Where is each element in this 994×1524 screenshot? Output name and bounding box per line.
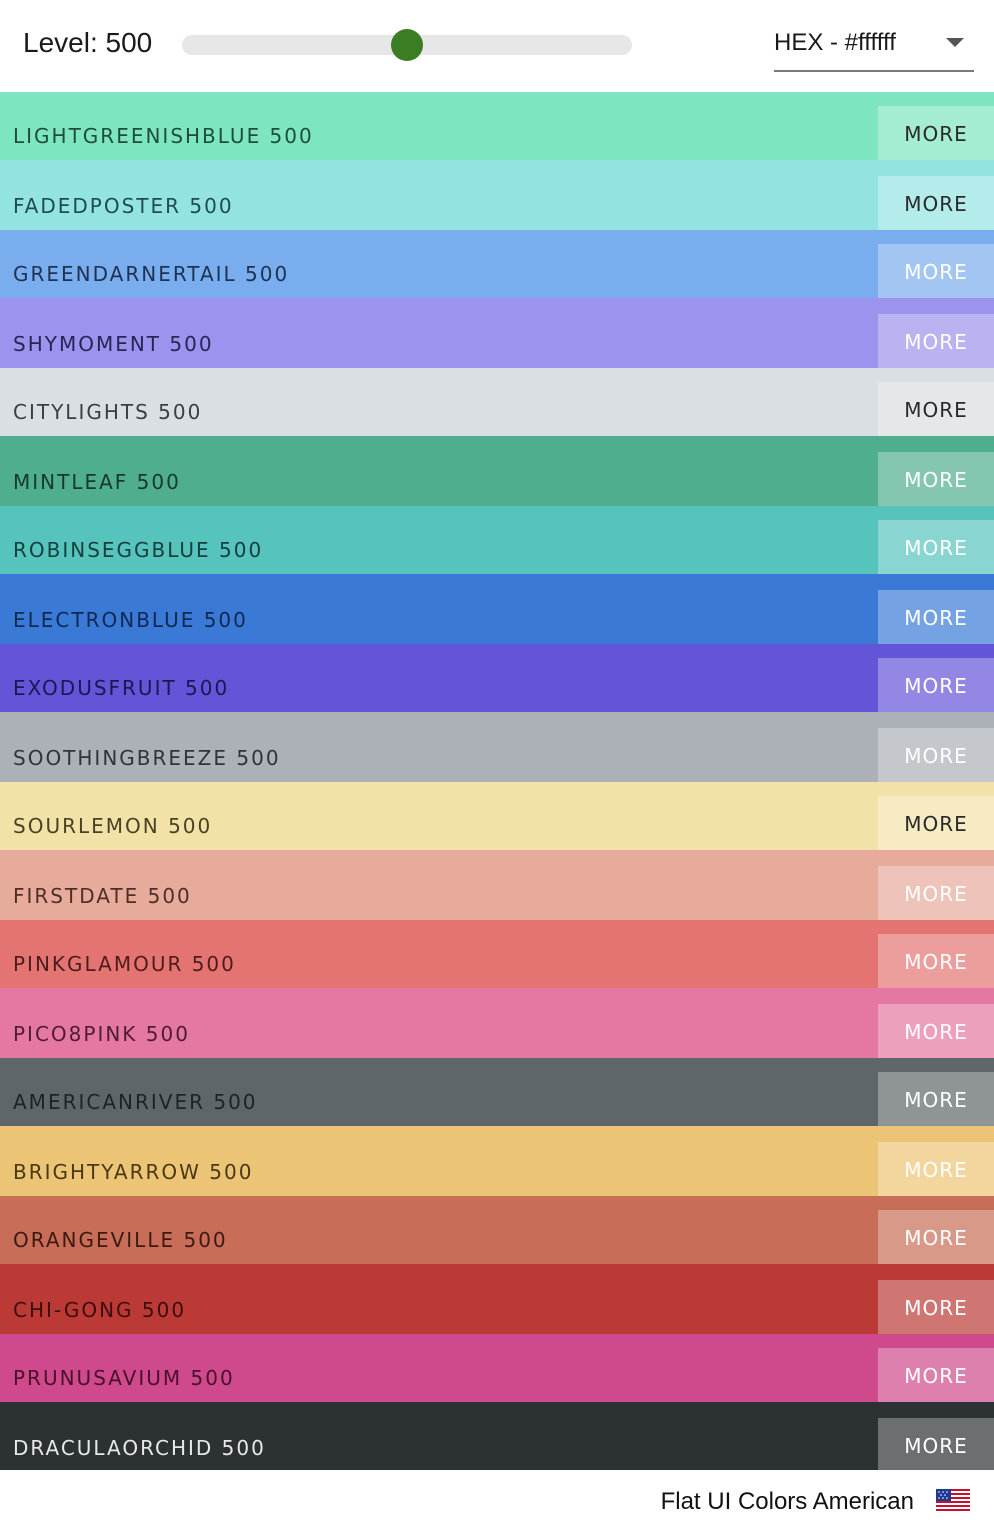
color-name: CHI-GONG 500 — [13, 1298, 187, 1322]
more-button[interactable]: MORE — [878, 1348, 994, 1402]
color-name: BRIGHTYARROW 500 — [13, 1160, 254, 1184]
color-row[interactable]: PINKGLAMOUR 500 MORE — [0, 920, 994, 988]
color-name: SOURLEMON 500 — [13, 814, 213, 838]
more-button[interactable]: MORE — [878, 244, 994, 298]
more-button[interactable]: MORE — [878, 452, 994, 506]
color-row[interactable]: PICO8PINK 500 MORE — [0, 988, 994, 1058]
color-name: EXODUSFRUIT 500 — [13, 676, 230, 700]
color-row[interactable]: CHI-GONG 500 MORE — [0, 1264, 994, 1334]
chevron-down-icon — [946, 38, 964, 47]
color-row[interactable]: ROBINSEGGBLUE 500 MORE — [0, 506, 994, 574]
color-row[interactable]: GREENDARNERTAIL 500 MORE — [0, 230, 994, 298]
color-name: ORANGEVILLE 500 — [13, 1228, 228, 1252]
footer: Flat UI Colors American — [0, 1470, 994, 1524]
palette-name[interactable]: Flat UI Colors American — [660, 1488, 914, 1515]
color-row[interactable]: EXODUSFRUIT 500 MORE — [0, 644, 994, 712]
color-row[interactable]: BRIGHTYARROW 500 MORE — [0, 1126, 994, 1196]
color-row[interactable]: SOURLEMON 500 MORE — [0, 782, 994, 850]
color-format-select[interactable]: HEX - #ffffff — [774, 20, 974, 72]
more-button[interactable]: MORE — [878, 866, 994, 920]
color-row[interactable]: FIRSTDATE 500 MORE — [0, 850, 994, 920]
color-name: CITYLIGHTS 500 — [13, 400, 203, 424]
toolbar: Level: 500 HEX - #ffffff — [0, 0, 994, 92]
color-row[interactable]: CITYLIGHTS 500 MORE — [0, 368, 994, 436]
color-row[interactable]: FADEDPOSTER 500 MORE — [0, 160, 994, 230]
color-row[interactable]: SHYMOMENT 500 MORE — [0, 298, 994, 368]
color-name: PICO8PINK 500 — [13, 1022, 190, 1046]
color-name: GREENDARNERTAIL 500 — [13, 262, 290, 286]
more-button[interactable]: MORE — [878, 1072, 994, 1126]
more-button[interactable]: MORE — [878, 106, 994, 160]
color-row[interactable]: ELECTRONBLUE 500 MORE — [0, 574, 994, 644]
color-name: PRUNUSAVIUM 500 — [13, 1366, 235, 1390]
color-format-value: HEX - #ffffff — [774, 29, 896, 56]
more-button[interactable]: MORE — [878, 314, 994, 368]
color-name: SHYMOMENT 500 — [13, 332, 214, 356]
more-button[interactable]: MORE — [878, 1004, 994, 1058]
color-name: ELECTRONBLUE 500 — [13, 608, 248, 632]
color-name: LIGHTGREENISHBLUE 500 — [13, 124, 314, 148]
more-button[interactable]: MORE — [878, 1210, 994, 1264]
color-row[interactable]: PRUNUSAVIUM 500 MORE — [0, 1334, 994, 1402]
color-row[interactable]: AMERICANRIVER 500 MORE — [0, 1058, 994, 1126]
more-button[interactable]: MORE — [878, 176, 994, 230]
more-button[interactable]: MORE — [878, 1418, 994, 1472]
more-button[interactable]: MORE — [878, 728, 994, 782]
color-name: FADEDPOSTER 500 — [13, 194, 234, 218]
color-name: ROBINSEGGBLUE 500 — [13, 538, 264, 562]
more-button[interactable]: MORE — [878, 520, 994, 574]
color-row[interactable]: MINTLEAF 500 MORE — [0, 436, 994, 506]
color-name: MINTLEAF 500 — [13, 470, 181, 494]
color-row[interactable]: DRACULAORCHID 500 MORE — [0, 1402, 994, 1472]
color-name: AMERICANRIVER 500 — [13, 1090, 258, 1114]
level-slider-thumb[interactable] — [391, 29, 423, 61]
color-name: FIRSTDATE 500 — [13, 884, 192, 908]
color-name: SOOTHINGBREEZE 500 — [13, 746, 281, 770]
color-name: PINKGLAMOUR 500 — [13, 952, 236, 976]
color-name: DRACULAORCHID 500 — [13, 1436, 266, 1460]
more-button[interactable]: MORE — [878, 1142, 994, 1196]
more-button[interactable]: MORE — [878, 1280, 994, 1334]
color-row[interactable]: SOOTHINGBREEZE 500 MORE — [0, 712, 994, 782]
color-row[interactable]: ORANGEVILLE 500 MORE — [0, 1196, 994, 1264]
more-button[interactable]: MORE — [878, 934, 994, 988]
more-button[interactable]: MORE — [878, 796, 994, 850]
level-label: Level: 500 — [23, 27, 153, 58]
color-row[interactable]: LIGHTGREENISHBLUE 500 MORE — [0, 92, 994, 160]
color-list: LIGHTGREENISHBLUE 500 MORE FADEDPOSTER 500… — [0, 92, 994, 1472]
more-button[interactable]: MORE — [878, 590, 994, 644]
us-flag-icon[interactable] — [936, 1489, 970, 1513]
level-slider[interactable] — [182, 29, 632, 61]
more-button[interactable]: MORE — [878, 382, 994, 436]
more-button[interactable]: MORE — [878, 658, 994, 712]
